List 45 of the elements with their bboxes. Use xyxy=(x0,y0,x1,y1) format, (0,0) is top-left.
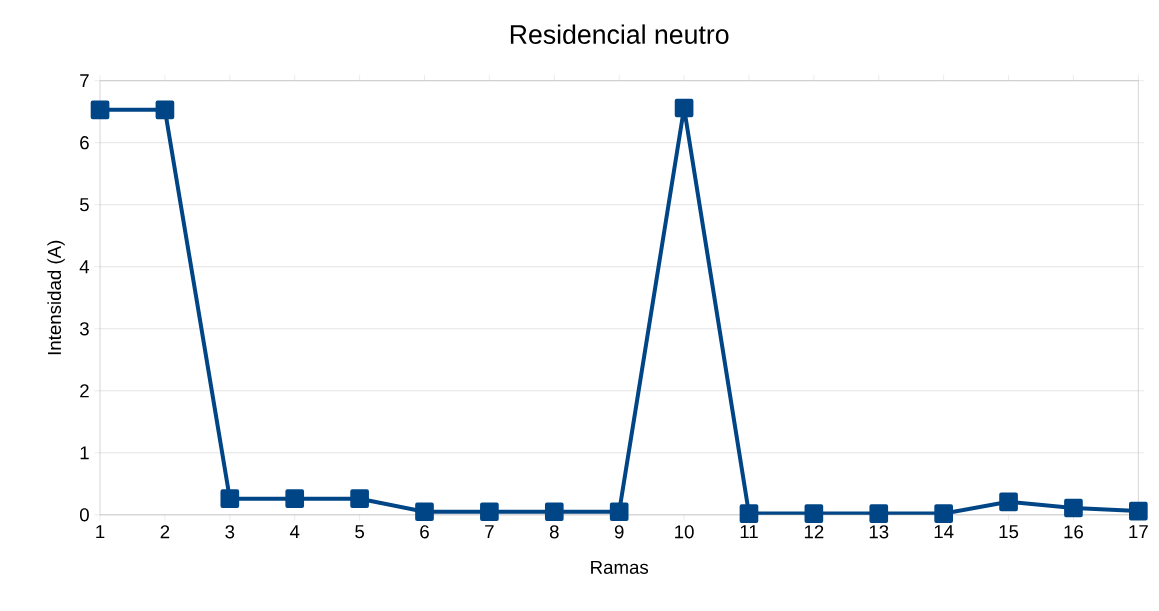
point xyxy=(155,100,175,120)
y-tick-label: 5 xyxy=(79,198,89,212)
point xyxy=(285,489,305,509)
x-tick-label: 9 xyxy=(614,525,624,539)
point xyxy=(674,98,694,118)
x-tick-label: 6 xyxy=(420,525,429,539)
y-tick-label: 6 xyxy=(80,136,89,150)
point xyxy=(1129,501,1148,521)
point xyxy=(1064,498,1083,518)
x-axis-title: Ramas xyxy=(591,561,649,575)
x-tick-label: 13 xyxy=(869,525,889,539)
x-tick-label: 7 xyxy=(485,525,494,539)
y-axis-title: Intensidad (A) xyxy=(47,240,65,355)
y-tick-label: 0 xyxy=(79,508,89,522)
point xyxy=(220,489,240,509)
point xyxy=(350,489,369,509)
point xyxy=(90,100,110,120)
x-tick-label: 1 xyxy=(96,525,105,539)
x-tick-label: 8 xyxy=(549,525,559,539)
point xyxy=(544,502,564,522)
x-tick-label: 10 xyxy=(675,525,694,539)
chart-title: Residencial neutro xyxy=(510,24,729,45)
y-tick-label: 7 xyxy=(80,74,89,88)
point xyxy=(999,492,1018,512)
point xyxy=(480,502,499,522)
point xyxy=(869,504,889,523)
y-tick-label: 4 xyxy=(79,260,90,274)
point xyxy=(934,504,953,523)
x-tick-label: 4 xyxy=(289,525,300,539)
x-tick-label: 16 xyxy=(1064,525,1083,539)
x-tick-label: 14 xyxy=(934,525,954,539)
x-tick-label: 12 xyxy=(804,525,824,539)
point xyxy=(739,504,759,523)
y-tick-label: 2 xyxy=(80,384,89,398)
point xyxy=(609,502,629,522)
point xyxy=(415,502,434,522)
y-tick-label: 1 xyxy=(80,446,89,460)
x-tick-label: 3 xyxy=(225,525,235,539)
point xyxy=(804,504,824,523)
x-tick-label: 17 xyxy=(1129,525,1148,539)
x-tick-label: 11 xyxy=(740,525,758,539)
y-tick-label: 3 xyxy=(79,322,89,336)
x-tick-label: 2 xyxy=(160,525,170,539)
x-tick-label: 15 xyxy=(999,525,1019,539)
x-tick-label: 5 xyxy=(355,525,365,539)
